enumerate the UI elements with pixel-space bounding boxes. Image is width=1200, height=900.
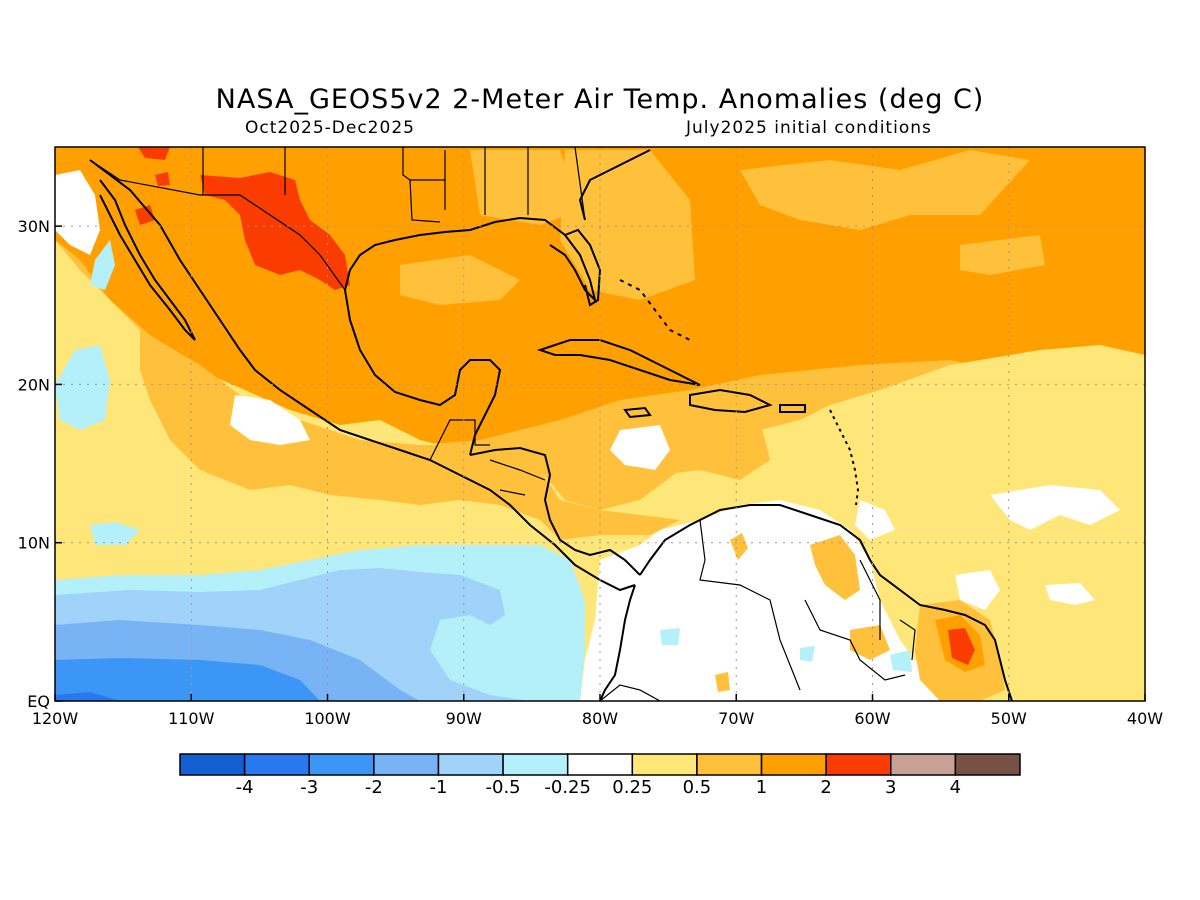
grid-lines	[55, 147, 1145, 701]
lon-tick-label: 90W	[446, 709, 482, 728]
legend-swatch	[760, 753, 827, 776]
map-title: NASA_GEOS5v2 2-Meter Air Temp. Anomalies…	[215, 84, 985, 115]
legend-swatch	[308, 753, 375, 776]
legend-swatch	[502, 753, 569, 776]
lon-tick-label: 80W	[582, 709, 618, 728]
borders	[89, 147, 916, 701]
legend-swatch	[890, 753, 957, 776]
legend-swatch	[179, 753, 246, 776]
legend-label: -0.25	[544, 777, 591, 798]
legend-label: -2	[365, 777, 383, 798]
lon-tick-label: 110W	[168, 709, 215, 728]
anomaly-field	[55, 147, 1145, 701]
legend-label: -3	[300, 777, 318, 798]
legend-swatch	[437, 753, 504, 776]
legend-swatch	[696, 753, 763, 776]
legend-swatch	[825, 753, 892, 776]
forecast-period: Oct2025-Dec2025	[245, 118, 415, 138]
color-legend: -4 -3 -2 -1 -0.5 -0.25 0.25 0.5 1 2 3 4	[179, 753, 1021, 798]
lon-tick-label: 120W	[32, 709, 79, 728]
legend-swatch	[566, 753, 634, 776]
legend-label: -4	[236, 777, 254, 798]
lat-axis: EQ 10N 20N 30N	[18, 217, 62, 711]
legend-swatch	[631, 753, 698, 776]
lon-axis: 120W 110W 100W 90W 80W 70W 60W 50W 40W	[32, 694, 1163, 728]
legend-label: 2	[820, 777, 831, 798]
lon-tick-label: 40W	[1127, 709, 1163, 728]
lat-tick-label: EQ	[27, 692, 50, 711]
legend-label: 4	[950, 777, 961, 798]
lat-tick-label: 30N	[18, 217, 50, 236]
initial-conditions: July2025 initial conditions	[686, 118, 932, 138]
legend-swatch	[373, 753, 440, 776]
legend-swatch	[954, 753, 1021, 776]
legend-label: 0.5	[683, 777, 712, 798]
coastlines	[89, 149, 1013, 701]
lon-tick-label: 100W	[304, 709, 351, 728]
legend-label: -0.5	[486, 777, 521, 798]
lon-tick-label: 70W	[718, 709, 754, 728]
lat-tick-label: 20N	[18, 375, 50, 394]
legend-label: 0.25	[612, 777, 652, 798]
legend-swatch	[243, 753, 310, 776]
legend-label: 1	[756, 777, 767, 798]
lon-tick-label: 60W	[854, 709, 890, 728]
legend-label: 3	[885, 777, 896, 798]
lon-tick-label: 50W	[991, 709, 1027, 728]
lat-tick-label: 10N	[18, 534, 50, 553]
legend-label: -1	[429, 777, 447, 798]
